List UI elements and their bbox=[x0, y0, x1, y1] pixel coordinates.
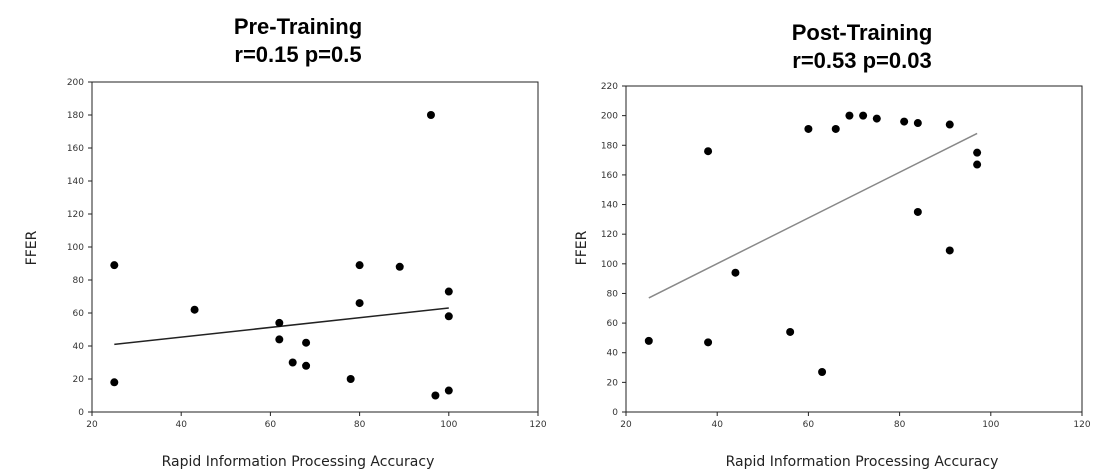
y-tick-label: 180 bbox=[67, 111, 84, 121]
chart-subtitle: r=0.15 p=0.5 bbox=[234, 42, 361, 67]
y-tick-label: 40 bbox=[73, 342, 85, 352]
x-tick-label: 60 bbox=[265, 420, 277, 430]
y-tick-label: 220 bbox=[601, 82, 618, 92]
chart-subtitle: r=0.53 p=0.03 bbox=[792, 48, 931, 73]
trend-line bbox=[648, 132, 978, 299]
x-tick-label: 120 bbox=[1073, 420, 1090, 430]
data-point bbox=[110, 378, 119, 387]
data-point bbox=[731, 268, 740, 277]
data-point bbox=[973, 160, 982, 169]
y-tick-label: 0 bbox=[612, 408, 618, 418]
x-tick-label: 40 bbox=[711, 420, 723, 430]
y-axis-title: FFER bbox=[24, 230, 40, 265]
x-tick-label: 80 bbox=[894, 420, 906, 430]
y-tick-label: 140 bbox=[601, 201, 618, 211]
x-tick-label: 100 bbox=[440, 420, 457, 430]
y-tick-label: 20 bbox=[73, 375, 85, 385]
data-point bbox=[355, 299, 364, 308]
chart-title: Post-Training bbox=[792, 20, 933, 45]
y-tick-label: 160 bbox=[67, 144, 84, 154]
data-point bbox=[913, 207, 922, 216]
y-tick-label: 80 bbox=[73, 276, 85, 286]
chart-post-training: Post-Training r=0.53 p=0.03 FFER Rapid I… bbox=[574, 20, 1091, 470]
y-tick-label: 60 bbox=[607, 319, 619, 329]
data-point bbox=[804, 124, 813, 133]
y-tick-label: 200 bbox=[601, 112, 618, 122]
data-point bbox=[818, 367, 827, 376]
x-tick-label: 120 bbox=[529, 420, 546, 430]
data-point bbox=[444, 312, 453, 321]
y-tick-label: 100 bbox=[601, 260, 618, 270]
data-point bbox=[426, 111, 435, 119]
x-tick-label: 80 bbox=[354, 420, 366, 430]
data-point bbox=[302, 338, 311, 347]
data-point bbox=[845, 111, 854, 120]
data-point bbox=[288, 358, 297, 367]
data-point bbox=[444, 386, 453, 395]
x-tick-label: 100 bbox=[982, 420, 999, 430]
data-point bbox=[190, 305, 199, 314]
y-tick-label: 160 bbox=[601, 171, 618, 181]
y-tick-label: 60 bbox=[73, 309, 85, 319]
data-point bbox=[945, 120, 954, 129]
plot-frame bbox=[91, 81, 539, 413]
x-tick-label: 60 bbox=[803, 420, 815, 430]
y-tick-label: 40 bbox=[607, 349, 619, 359]
x-tick-label: 20 bbox=[620, 420, 632, 430]
plot-frame bbox=[625, 85, 1083, 413]
data-point bbox=[644, 336, 653, 345]
data-point bbox=[859, 111, 868, 120]
x-tick-label: 40 bbox=[175, 420, 187, 430]
data-point bbox=[110, 261, 119, 270]
data-point bbox=[704, 147, 713, 156]
data-point bbox=[900, 117, 909, 126]
data-point bbox=[973, 148, 982, 157]
data-point bbox=[395, 262, 404, 271]
data-point bbox=[275, 318, 284, 327]
data-point bbox=[945, 246, 954, 255]
data-point bbox=[704, 338, 713, 347]
data-point bbox=[346, 375, 355, 383]
y-tick-label: 200 bbox=[67, 78, 84, 88]
y-tick-label: 120 bbox=[67, 210, 84, 220]
chart-title: Pre-Training bbox=[234, 14, 362, 39]
x-axis-title: Rapid Information Processing Accuracy bbox=[726, 454, 999, 470]
data-point bbox=[831, 124, 840, 133]
data-point bbox=[431, 391, 440, 400]
y-tick-label: 120 bbox=[601, 230, 618, 240]
y-axis-title: FFER bbox=[574, 230, 590, 265]
data-point bbox=[444, 287, 453, 296]
data-point bbox=[275, 335, 284, 344]
data-point bbox=[355, 261, 364, 270]
y-tick-label: 140 bbox=[67, 177, 84, 187]
data-point bbox=[913, 119, 922, 128]
y-tick-label: 180 bbox=[601, 141, 618, 151]
data-point bbox=[872, 114, 881, 123]
y-tick-label: 80 bbox=[607, 289, 619, 299]
chart-pre-training: Pre-Training r=0.15 p=0.5 FFER Rapid Inf… bbox=[24, 14, 547, 470]
y-tick-label: 100 bbox=[67, 243, 84, 253]
y-tick-label: 20 bbox=[607, 378, 619, 388]
y-tick-label: 0 bbox=[78, 408, 84, 418]
x-tick-label: 20 bbox=[86, 420, 98, 430]
data-point bbox=[786, 327, 795, 336]
data-point bbox=[302, 361, 311, 370]
x-axis-title: Rapid Information Processing Accuracy bbox=[162, 454, 435, 470]
